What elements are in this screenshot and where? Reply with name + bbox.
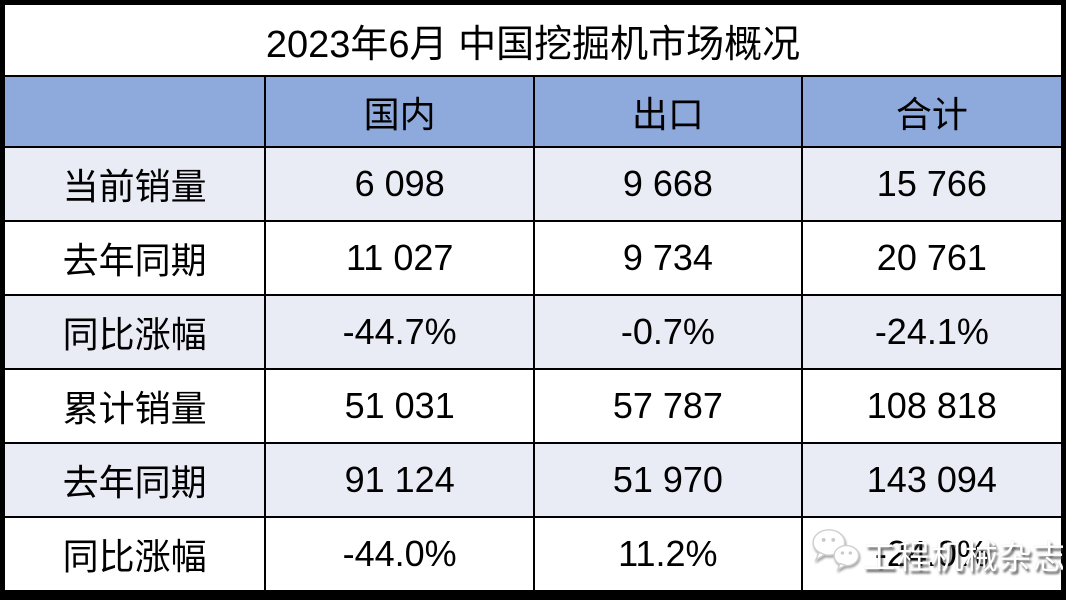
cell-total: 20 761 <box>800 220 1063 296</box>
row-label: 同比涨幅 <box>3 516 267 592</box>
wechat-icon <box>807 527 863 582</box>
row-label: 累计销量 <box>3 368 267 444</box>
column-header-row: 国内 出口 合计 <box>3 75 1063 148</box>
page-title: 2023年6月 中国挖掘机市场概况 <box>3 3 1063 77</box>
cell-total-watermarked: -24.0% <box>800 516 1063 592</box>
col-header-total: 合计 <box>800 75 1063 148</box>
cell-total: 143 094 <box>800 442 1063 518</box>
cell-export: 11.2% <box>533 516 803 592</box>
table-row-cumulative-yoy-change: 同比涨幅 -44.0% 11.2% -24.0% <box>3 516 1063 592</box>
row-label: 同比涨幅 <box>3 294 267 370</box>
cell-export: 9 668 <box>533 146 803 222</box>
col-header-blank <box>3 75 267 148</box>
cell-domestic: 6 098 <box>264 146 536 222</box>
excavator-market-table: 2023年6月 中国挖掘机市场概况 国内 出口 合计 当前销量 6 098 9 … <box>3 3 1063 592</box>
row-label: 当前销量 <box>3 146 267 222</box>
cell-total-value: -24.0% <box>874 533 989 574</box>
title-row: 2023年6月 中国挖掘机市场概况 <box>3 3 1063 77</box>
table-row-cumulative-last-year: 去年同期 91 124 51 970 143 094 <box>3 442 1063 518</box>
cell-export: 51 970 <box>533 442 803 518</box>
cell-domestic: -44.7% <box>264 294 536 370</box>
cell-export: 57 787 <box>533 368 803 444</box>
cell-domestic: 11 027 <box>264 220 536 296</box>
table-row-yoy-change: 同比涨幅 -44.7% -0.7% -24.1% <box>3 294 1063 370</box>
col-header-export: 出口 <box>533 75 803 148</box>
cell-domestic: 51 031 <box>264 368 536 444</box>
cell-export: -0.7% <box>533 294 803 370</box>
table-row-last-year-same-period: 去年同期 11 027 9 734 20 761 <box>3 220 1063 296</box>
cell-total: -24.1% <box>800 294 1063 370</box>
table-row-current-sales: 当前销量 6 098 9 668 15 766 <box>3 146 1063 222</box>
row-label: 去年同期 <box>3 220 267 296</box>
col-header-domestic: 国内 <box>264 75 536 148</box>
cell-export: 9 734 <box>533 220 803 296</box>
cell-domestic: -44.0% <box>264 516 536 592</box>
row-label: 去年同期 <box>3 442 267 518</box>
cell-total: 15 766 <box>800 146 1063 222</box>
cell-domestic: 91 124 <box>264 442 536 518</box>
cell-total: 108 818 <box>800 368 1063 444</box>
table-row-cumulative-sales: 累计销量 51 031 57 787 108 818 <box>3 368 1063 444</box>
